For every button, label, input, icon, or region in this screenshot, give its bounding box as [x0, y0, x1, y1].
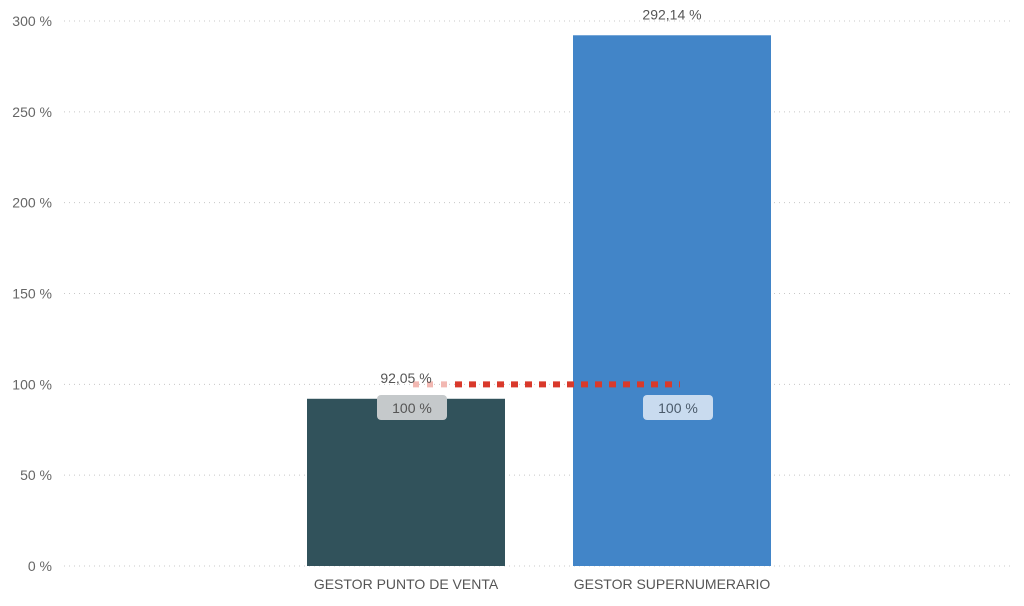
target-badge: [377, 395, 447, 420]
x-tick-label: GESTOR SUPERNUMERARIO: [574, 576, 771, 592]
y-tick-label: 0 %: [28, 558, 52, 574]
bars: [307, 35, 771, 567]
bar[interactable]: [573, 35, 771, 567]
bar[interactable]: [307, 398, 505, 566]
gridlines: [64, 20, 1012, 567]
y-tick-label: 100 %: [12, 376, 52, 392]
bar-value-label: 292,14 %: [642, 6, 701, 22]
target-line-group: 100 % 100 %: [377, 381, 713, 420]
y-tick-label: 200 %: [12, 195, 52, 211]
y-tick-label: 250 %: [12, 104, 52, 120]
y-tick-label: 300 %: [12, 13, 52, 29]
data-labels: 92,05 % 292,14 %: [380, 6, 701, 385]
y-axis-tick-labels: 0 % 50 % 100 % 150 % 200 % 250 % 300 %: [12, 13, 52, 574]
y-tick-label: 150 %: [12, 286, 52, 302]
x-tick-label: GESTOR PUNTO DE VENTA: [314, 576, 499, 592]
target-badge-label: 100 %: [392, 400, 432, 416]
x-axis-tick-labels: GESTOR PUNTO DE VENTA GESTOR SUPERNUMERAR…: [314, 576, 771, 592]
target-badge-label: 100 %: [658, 400, 698, 416]
bar-value-label: 92,05 %: [380, 370, 431, 386]
target-badge: [643, 395, 713, 420]
y-tick-label: 50 %: [20, 467, 52, 483]
